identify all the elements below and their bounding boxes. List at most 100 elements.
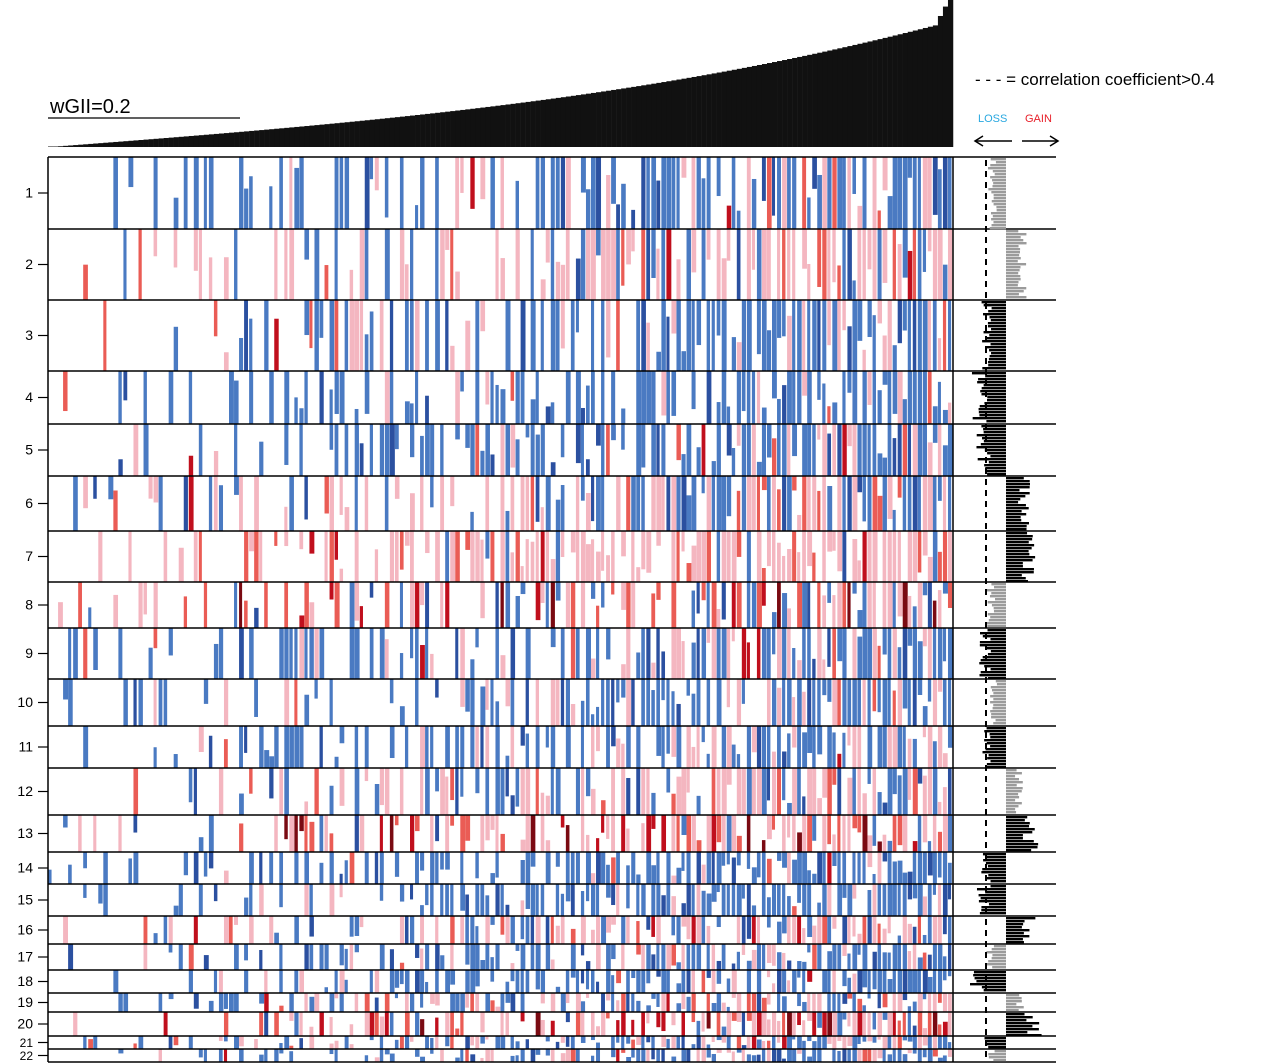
wgii-bar — [882, 37, 888, 147]
heatmap-cell — [807, 197, 811, 229]
heatmap-cell — [902, 476, 907, 531]
heatmap-cell — [681, 1012, 685, 1036]
heatmap-cell — [736, 424, 741, 446]
heatmap-cell — [912, 229, 917, 300]
heatmap-cell — [430, 1049, 434, 1054]
heatmap-cell — [168, 371, 174, 424]
heatmap-cell — [937, 852, 942, 878]
heatmap-cell — [756, 852, 761, 878]
heatmap-cell — [822, 970, 828, 993]
heatmap-cell — [470, 424, 475, 476]
heatmap-cell — [741, 371, 746, 412]
heatmap-cell — [857, 424, 862, 476]
heatmap-cell — [294, 628, 298, 679]
heatmap-cell — [460, 768, 464, 797]
heatmap-cell — [580, 726, 584, 768]
heatmap-cell — [606, 726, 610, 768]
heatmap-cell — [847, 993, 853, 999]
heatmap-cell — [731, 582, 736, 628]
heatmap-cell — [756, 531, 762, 582]
heatmap-cell — [601, 852, 606, 884]
heatmap-cell — [168, 628, 173, 656]
wgii-bar — [208, 134, 215, 147]
heatmap-cell — [696, 840, 702, 852]
heatmap-cell — [183, 596, 188, 628]
heatmap-cell — [807, 944, 811, 953]
heatmap-cell — [902, 815, 908, 852]
heatmap-cell — [741, 1012, 746, 1036]
correlation-bar — [980, 390, 1006, 393]
heatmap-cell — [937, 1024, 942, 1036]
heatmap-cell — [259, 884, 264, 916]
correlation-bar — [1006, 772, 1022, 775]
heatmap-cell — [550, 726, 556, 768]
heatmap-cell — [852, 726, 857, 768]
heatmap-cell — [218, 628, 224, 679]
heatmap-cell — [510, 916, 515, 944]
heatmap-cell — [103, 300, 107, 371]
heatmap-cell — [475, 926, 479, 944]
heatmap-cell — [862, 852, 866, 884]
heatmap-cell — [470, 1036, 474, 1046]
heatmap-cell — [787, 1036, 793, 1049]
heatmap-cell — [877, 884, 881, 916]
correlation-bar — [1006, 230, 1019, 233]
heatmap-cell — [912, 970, 918, 993]
heatmap-cell — [807, 993, 811, 1012]
heatmap-cell — [565, 884, 571, 902]
correlation-bar — [992, 179, 1006, 182]
heatmap-cell — [525, 733, 530, 768]
heatmap-cell — [696, 1036, 701, 1049]
heatmap-cell — [379, 852, 384, 884]
correlation-bar — [984, 1037, 1006, 1040]
heatmap-cell — [761, 944, 766, 970]
heatmap-cell — [455, 1057, 460, 1062]
correlation-bar — [986, 420, 1006, 423]
heatmap-cell — [711, 944, 716, 970]
heatmap-cell — [284, 424, 289, 465]
heatmap-cell — [827, 916, 832, 944]
heatmap-cell — [812, 300, 817, 371]
heatmap-cell — [565, 1012, 570, 1023]
wgii-bar — [596, 92, 602, 147]
heatmap-cell — [63, 679, 69, 700]
heatmap-cell — [475, 944, 480, 970]
heatmap-cell — [234, 476, 239, 495]
heatmap-cell — [450, 944, 454, 970]
heatmap-cell — [917, 916, 922, 944]
heatmap-cell — [822, 1036, 827, 1049]
heatmap-cell — [847, 916, 851, 944]
heatmap-cell — [731, 1012, 737, 1021]
heatmap-cell — [570, 1049, 576, 1062]
wgii-bar — [761, 64, 768, 147]
heatmap-cell — [746, 1036, 751, 1049]
heatmap-cell — [716, 531, 721, 582]
heatmap-cell — [706, 371, 712, 424]
heatmap-cell — [555, 261, 561, 300]
heatmap-cell — [792, 815, 796, 852]
heatmap-cell — [274, 318, 279, 371]
correlation-bar — [993, 610, 1006, 613]
heatmap-cell — [540, 884, 545, 916]
wgii-bar — [651, 83, 657, 147]
heatmap-cell — [797, 300, 802, 371]
heatmap-cell — [223, 257, 229, 300]
wgii-bar — [364, 120, 371, 147]
chromosome-label: 2 — [25, 256, 33, 272]
heatmap-cell — [334, 300, 339, 371]
wgii-bar — [611, 89, 617, 147]
heatmap-cell — [435, 993, 440, 1006]
heatmap-cell — [766, 993, 771, 1005]
heatmap-cell — [701, 424, 706, 476]
correlation-bar — [981, 986, 1006, 989]
heatmap-cell — [827, 157, 832, 229]
heatmap-cell — [927, 157, 932, 229]
heatmap-cell — [912, 606, 917, 628]
heatmap-cell — [596, 628, 600, 679]
wgii-bar — [585, 93, 592, 147]
correlation-bar — [980, 897, 1006, 900]
heatmap-cell — [892, 1012, 896, 1036]
heatmap-cell — [314, 679, 318, 699]
heatmap-cell — [83, 264, 88, 300]
heatmap-cell — [842, 476, 846, 531]
